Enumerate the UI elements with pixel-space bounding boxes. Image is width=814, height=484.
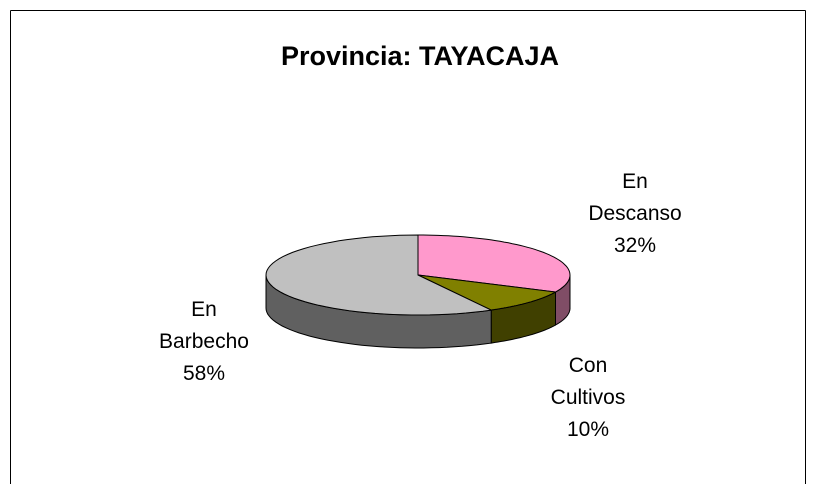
category-label: En Barbecho <box>159 298 249 353</box>
slice-label: En Descanso 32% <box>588 166 681 262</box>
slice <box>417 274 558 311</box>
category-label: En Descanso <box>588 170 682 225</box>
chart-title: Provincia: TAYACAJA <box>281 41 559 71</box>
slice-label: En Barbecho 58% <box>159 294 249 390</box>
value-label: 58% <box>182 362 226 385</box>
category-label: Con Cultivos <box>550 354 626 409</box>
value-label: 32% <box>613 234 657 257</box>
slice-label: Con Cultivos 10% <box>551 350 626 446</box>
slice <box>265 234 493 316</box>
slice <box>417 234 571 293</box>
value-label: 10% <box>566 418 610 441</box>
